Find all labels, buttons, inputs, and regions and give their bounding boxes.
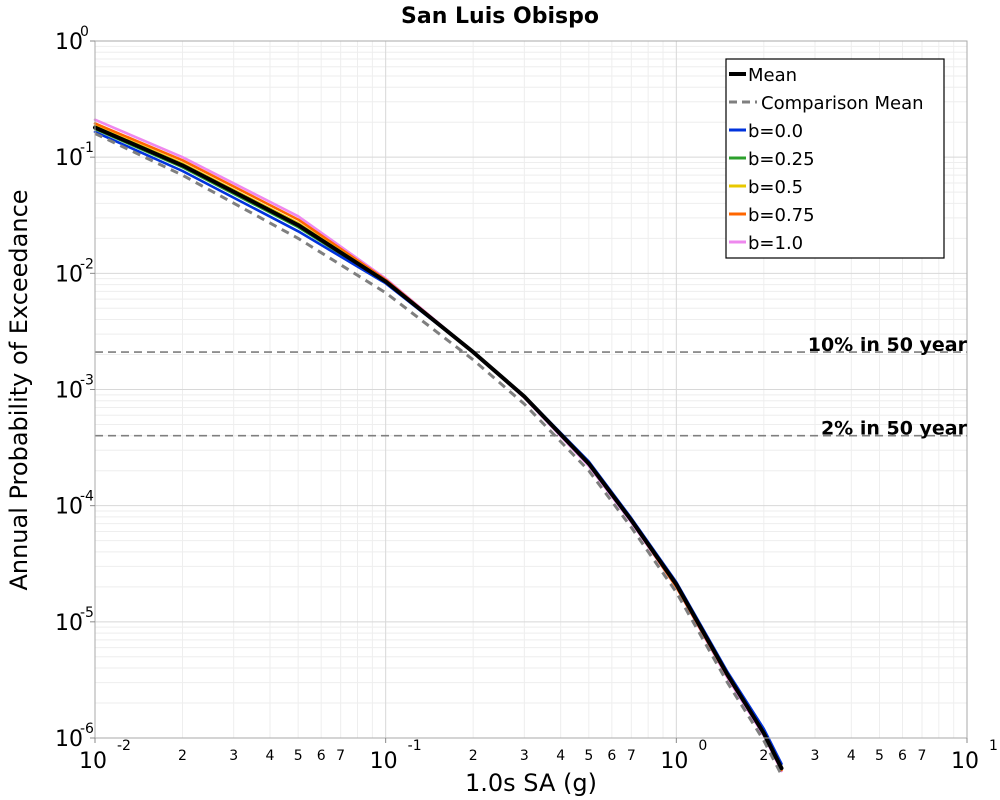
- x-minor-tick-label: 4: [847, 748, 856, 764]
- chart-legend: Mean Comparison Mean b=0.0 b=0.25 b=0.5 b=0.7…: [725, 58, 945, 259]
- reference-lines: [95, 351, 967, 437]
- y-tick-label-base: 10: [55, 727, 83, 752]
- legend-label: b=0.0: [748, 121, 803, 142]
- x-minor-tick-label: 5: [584, 748, 593, 764]
- series-line: [93, 125, 784, 771]
- x-axis-label: 1.0s SA (g): [465, 769, 597, 797]
- x-tick-label-base: 10: [660, 749, 688, 774]
- legend-box: [725, 58, 945, 259]
- legend-label: Comparison Mean: [761, 93, 924, 114]
- y-tick-label-exponent: -1: [80, 140, 94, 156]
- x-tick-label-exponent: 0: [698, 738, 707, 754]
- y-tick-label-base: 10: [55, 495, 83, 520]
- x-minor-tick-label: 4: [266, 748, 275, 764]
- x-minor-tick-label: 5: [294, 748, 303, 764]
- x-minor-tick-label: 3: [229, 748, 238, 764]
- chart-title: San Luis Obispo: [401, 4, 599, 29]
- x-minor-tick-label: 3: [811, 748, 820, 764]
- y-tick-label-exponent: -4: [80, 489, 94, 505]
- y-tick-label-exponent: 0: [80, 24, 89, 40]
- x-tick-label-base: 10: [370, 749, 398, 774]
- x-minor-tick-label: 6: [898, 748, 907, 764]
- x-minor-tick-label: 4: [556, 748, 565, 764]
- x-minor-tick-label: 3: [520, 748, 529, 764]
- x-tick-label-base: 10: [951, 749, 979, 774]
- reference-line-label: 10% in 50 year: [808, 334, 968, 356]
- y-tick-label-exponent: -5: [80, 605, 94, 621]
- x-minor-tick-label: 5: [875, 748, 884, 764]
- y-tick-label-base: 10: [55, 379, 83, 404]
- y-axis-label: Annual Probability of Exceedance: [5, 189, 33, 590]
- x-minor-tick-label: 6: [607, 748, 616, 764]
- x-minor-tick-label: 6: [317, 748, 326, 764]
- x-minor-tick-label: 2: [469, 748, 478, 764]
- legend-label: b=0.75: [748, 205, 815, 226]
- y-tick-label-base: 10: [55, 262, 83, 287]
- y-tick-label-exponent: -2: [80, 256, 94, 272]
- x-tick-label-exponent: -1: [408, 738, 422, 754]
- y-tick-label-exponent: -6: [80, 721, 94, 737]
- legend-label: b=0.5: [748, 177, 803, 198]
- x-tick-label-base: 10: [79, 749, 107, 774]
- legend-label: b=0.25: [748, 149, 815, 170]
- y-tick-label-base: 10: [55, 146, 83, 171]
- x-tick-label-exponent: -2: [117, 738, 131, 754]
- x-minor-tick-label: 2: [759, 748, 768, 764]
- y-tick-label-base: 10: [55, 611, 83, 636]
- x-tick-label-exponent: 1: [989, 738, 998, 754]
- legend-label: Mean: [748, 65, 797, 86]
- reference-line-label: 2% in 50 year: [821, 418, 968, 440]
- legend-label: b=1.0: [748, 233, 803, 254]
- x-minor-tick-label: 7: [336, 748, 345, 764]
- y-tick-label-base: 10: [55, 30, 83, 55]
- x-minor-tick-label: 7: [627, 748, 636, 764]
- x-minor-tick-label: 7: [918, 748, 927, 764]
- x-minor-tick-label: 2: [178, 748, 187, 764]
- y-tick-label-exponent: -3: [80, 373, 94, 389]
- series-lines: [93, 118, 784, 776]
- reference-labels: 10% in 50 year 2% in 50 year: [808, 334, 968, 440]
